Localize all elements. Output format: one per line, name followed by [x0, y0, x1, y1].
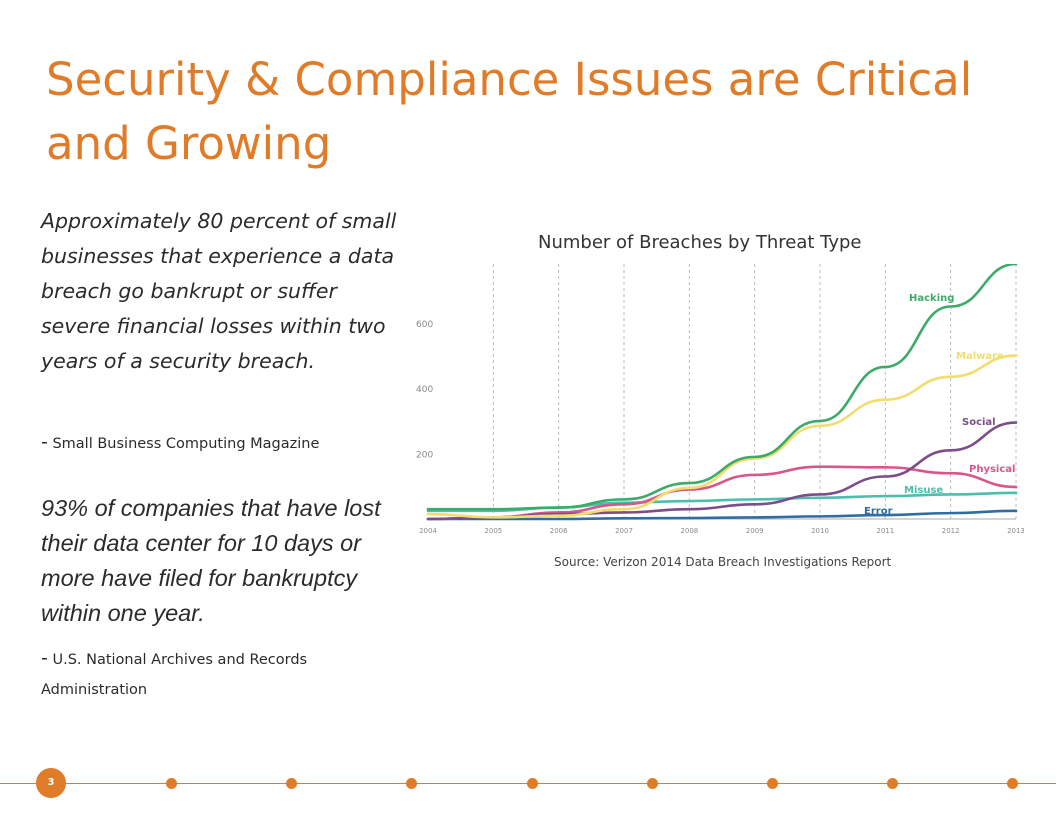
footer-dot: [1007, 778, 1018, 789]
series-lines: [426, 264, 1018, 521]
x-tick-label: 2008: [680, 527, 698, 535]
x-tick-label: 2010: [811, 527, 829, 535]
x-tick-label: 2007: [615, 527, 633, 535]
x-tick-label: 2011: [876, 527, 894, 535]
footer-dot: [527, 778, 538, 789]
slide-title: Security & Compliance Issues are Critica…: [46, 53, 973, 170]
series-label-hacking: Hacking: [909, 293, 954, 304]
x-tick-label: 2006: [550, 527, 568, 535]
y-tick-label: 600: [416, 320, 433, 330]
y-tick-label: 400: [416, 385, 433, 395]
x-tick-label: 2009: [746, 527, 764, 535]
series-line-malware: [426, 354, 1018, 519]
attribution-national-archives: - U.S. National Archives and Records Adm…: [41, 643, 401, 705]
footer-dot: [286, 778, 297, 789]
y-tick-label: 200: [416, 451, 433, 461]
page-number-badge: 3: [36, 768, 66, 798]
series-line-error: [426, 509, 1018, 521]
series-label-malware: Malware: [956, 351, 1004, 362]
y-axis-ticks: 200 400 600: [416, 320, 433, 461]
series-label-error: Error: [864, 506, 893, 517]
footer-dot: [887, 778, 898, 789]
footer-dot: [166, 778, 177, 789]
x-tick-label: 2004: [419, 527, 437, 535]
series-label-physical: Physical: [969, 464, 1015, 475]
footer-dot: [647, 778, 658, 789]
quote-small-business: Approximately 80 percent of small busine…: [41, 209, 397, 373]
attribution-dash: -: [41, 431, 48, 453]
series-labels: Hacking Malware Social Physical Misuse Error: [864, 293, 1015, 517]
x-axis-ticks: 2004 2005 2006 2007 2008 2009 2010 2011 2012 2013: [419, 527, 1024, 535]
attribution-small-business: - Small Business Computing Magazine: [41, 431, 401, 455]
chart-source: Source: Verizon 2014 Data Breach Investi…: [554, 555, 892, 569]
attribution-text: Small Business Computing Magazine: [52, 436, 320, 452]
footer-dot: [406, 778, 417, 789]
series-line-hacking: [426, 264, 1018, 511]
quote-data-center: 93% of companies that have lost their da…: [41, 495, 381, 626]
x-tick-label: 2012: [942, 527, 960, 535]
series-label-misuse: Misuse: [904, 485, 943, 496]
x-tick-label: 2013: [1007, 527, 1024, 535]
attribution-dash: -: [41, 647, 48, 669]
series-label-social: Social: [962, 417, 996, 428]
footer-dot: [767, 778, 778, 789]
attribution-text: U.S. National Archives and Records Admin…: [41, 652, 308, 698]
x-tick-label: 2005: [484, 527, 502, 535]
chart-title: Number of Breaches by Threat Type: [538, 232, 862, 253]
